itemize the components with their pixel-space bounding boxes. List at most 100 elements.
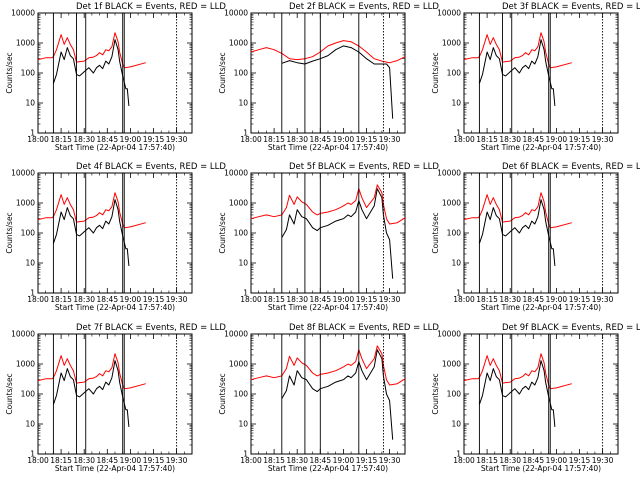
series-events-line [478,360,556,427]
panel-title: Det 9f BLACK = Events, RED = LLD [502,323,640,333]
y-axis-label: Counts/sec [218,52,227,93]
panel-title: Det 1f BLACK = Events, RED = LLD [76,2,226,12]
y-tick-label: 1000 [16,360,35,369]
x-tick-label: 19:30 [592,295,614,304]
x-tick-label: 19:00 [120,456,142,465]
x-tick-label: 19:00 [546,456,568,465]
y-tick-label: 1000 [229,199,248,208]
y-tick-label: 1 [30,289,35,298]
x-tick-label: 19:00 [333,295,355,304]
x-axis-label: Start Time (22-Apr-04 17:57:40) [481,464,601,473]
y-axis-label: Counts/sec [5,373,14,414]
y-tick-label: 1 [30,450,35,459]
x-tick-label: 19:15 [143,456,165,465]
series-events-line [478,199,556,266]
series-lld-line [250,345,406,386]
x-tick-label: 19:15 [356,456,378,465]
y-tick-label: 10000 [11,9,35,18]
y-tick-label: 100 [234,390,249,399]
x-tick-label: 19:30 [166,456,188,465]
y-axis-label: Counts/sec [218,212,227,253]
y-tick-label: 10 [25,259,35,268]
panel-title: Det 2f BLACK = Events, RED = LLD [289,2,439,12]
x-tick-label: 18:45 [96,135,118,144]
x-axis-label: Start Time (22-Apr-04 17:57:40) [268,303,388,312]
y-tick-label: 100 [447,390,462,399]
x-tick-label: 19:30 [166,135,188,144]
series-events-line [52,39,130,106]
y-tick-label: 100 [234,69,249,78]
y-tick-label: 10 [451,420,461,429]
y-tick-label: 100 [21,390,36,399]
y-tick-label: 1 [456,450,461,459]
y-tick-label: 10 [451,259,461,268]
y-tick-label: 1 [456,129,461,138]
panel-det-8: Det 8f BLACK = Events, RED = LLD 1 10 100 10… [218,323,439,473]
plot-frame [37,333,193,455]
x-tick-label: 19:15 [143,295,165,304]
series-lld-line [250,184,406,225]
y-axis-label: Counts/sec [218,373,227,414]
x-tick-label: 18:00 [453,135,475,144]
x-tick-label: 18:00 [240,135,262,144]
panel-det-7: Det 7f BLACK = Events, RED = LLD 1 10 100 10… [5,323,226,473]
panel-det-3: Det 3f BLACK = Events, RED = LLD 1 10 100 10… [431,2,640,152]
y-tick-label: 1 [243,450,248,459]
y-tick-label: 1 [456,289,461,298]
series-lld-line [463,353,572,390]
series-events-line [478,39,556,106]
plot-frame [250,333,406,455]
panel-title: Det 7f BLACK = Events, RED = LLD [76,323,226,333]
y-axis-label: Counts/sec [5,52,14,93]
y-tick-label: 1000 [442,360,461,369]
x-tick-label: 19:30 [592,456,614,465]
plot-frame [250,172,406,294]
x-tick-label: 19:15 [569,295,591,304]
x-tick-label: 18:30 [499,295,521,304]
y-tick-label: 1000 [442,39,461,48]
y-axis-label: Counts/sec [431,52,440,93]
x-tick-label: 18:15 [476,295,498,304]
x-tick-label: 18:00 [27,135,49,144]
y-tick-label: 10000 [437,330,461,339]
y-tick-label: 1 [30,129,35,138]
y-tick-label: 1000 [16,39,35,48]
x-tick-label: 19:15 [569,456,591,465]
series-lld-line [250,40,406,64]
y-axis-label: Counts/sec [431,212,440,253]
panel-title: Det 8f BLACK = Events, RED = LLD [289,323,439,333]
panel-det-9: Det 9f BLACK = Events, RED = LLD 1 10 100 10… [431,323,640,473]
y-tick-label: 100 [447,229,462,238]
x-axis-label: Start Time (22-Apr-04 17:57:40) [481,303,601,312]
y-axis-label: Counts/sec [431,373,440,414]
x-tick-label: 18:15 [263,456,285,465]
x-tick-label: 19:15 [356,135,378,144]
y-tick-label: 1 [243,289,248,298]
y-tick-label: 100 [21,229,36,238]
plot-frame [463,172,619,294]
plot-frame [250,12,406,134]
y-tick-label: 10000 [224,169,248,178]
x-tick-label: 18:45 [96,456,118,465]
x-tick-label: 18:30 [286,295,308,304]
x-tick-label: 19:00 [546,295,568,304]
panel-det-6: Det 6f BLACK = Events, RED = LLD 1 10 100 10… [431,162,640,312]
x-tick-label: 19:15 [143,135,165,144]
x-tick-label: 19:00 [546,135,568,144]
x-tick-label: 18:45 [96,295,118,304]
x-tick-label: 18:30 [286,456,308,465]
x-tick-label: 18:30 [73,456,95,465]
x-axis-label: Start Time (22-Apr-04 17:57:40) [55,303,175,312]
y-tick-label: 100 [447,69,462,78]
series-events-line [281,188,394,279]
y-axis-label: Counts/sec [5,212,14,253]
x-tick-label: 19:00 [120,135,142,144]
x-tick-label: 18:30 [286,135,308,144]
x-axis-label: Start Time (22-Apr-04 17:57:40) [268,143,388,152]
x-axis-label: Start Time (22-Apr-04 17:57:40) [268,464,388,473]
x-tick-label: 18:45 [309,295,331,304]
x-tick-label: 18:00 [453,456,475,465]
panel-det-2: Det 2f BLACK = Events, RED = LLD 1 10 100 10… [218,2,439,152]
x-tick-label: 18:15 [263,135,285,144]
x-tick-label: 18:45 [522,295,544,304]
